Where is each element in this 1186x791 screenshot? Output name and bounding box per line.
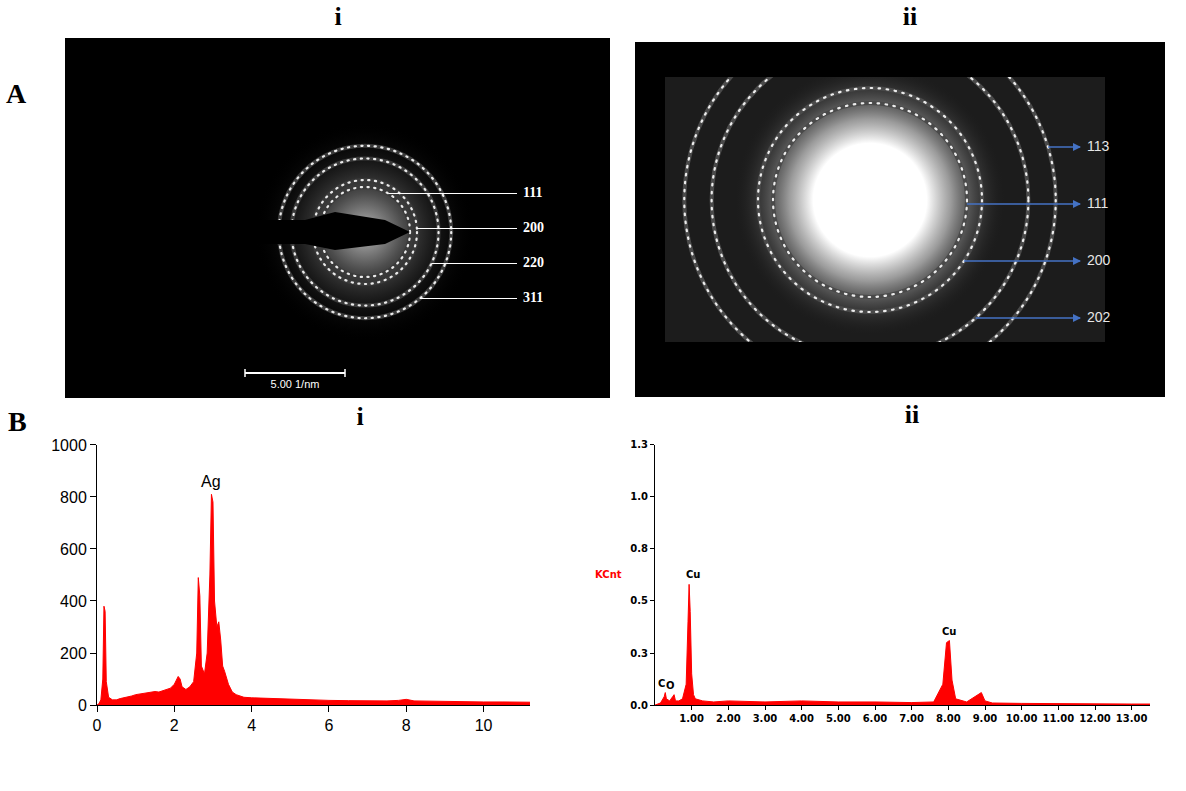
svg-text:0: 0 [93, 717, 102, 734]
svg-text:200: 200 [60, 645, 87, 662]
svg-text:202: 202 [1087, 309, 1111, 325]
html-text:B: B [8, 406, 27, 437]
svg-text:220: 220 [523, 255, 544, 270]
html-text:ii: ii [902, 2, 918, 31]
svg-text:8.00: 8.00 [936, 713, 961, 724]
html-text:i: i [356, 402, 364, 431]
svg-text:5.00: 5.00 [826, 713, 851, 724]
svg-text:2.00: 2.00 [716, 713, 741, 724]
svg-text:2: 2 [170, 717, 179, 734]
svg-text:3.00: 3.00 [753, 713, 778, 724]
svg-text:Ag: Ag [201, 473, 221, 490]
html-text:i: i [334, 2, 342, 31]
svg-text:1.3: 1.3 [630, 439, 648, 450]
svg-text:400: 400 [60, 593, 87, 610]
svg-text:11.00: 11.00 [1043, 713, 1075, 724]
svg-text:111: 111 [523, 185, 542, 200]
svg-text:1.0: 1.0 [630, 491, 648, 502]
svg-text:KCnt: KCnt [595, 569, 622, 580]
svg-text:C: C [658, 678, 665, 689]
svg-text:113: 113 [1087, 138, 1110, 154]
svg-text:6.00: 6.00 [863, 713, 888, 724]
svg-text:1.00: 1.00 [679, 713, 704, 724]
svg-text:9.00: 9.00 [973, 713, 998, 724]
svg-text:10: 10 [475, 717, 493, 734]
svg-text:200: 200 [1087, 252, 1111, 268]
svg-text:7.00: 7.00 [899, 713, 924, 724]
svg-text:0.3: 0.3 [630, 648, 648, 659]
html-text:ii: ii [904, 400, 920, 429]
svg-text:Cu: Cu [686, 569, 700, 580]
svg-text:10.00: 10.00 [1006, 713, 1038, 724]
svg-text:4: 4 [247, 717, 256, 734]
svg-text:8: 8 [402, 717, 411, 734]
svg-text:200: 200 [523, 220, 544, 235]
html-text:A: A [6, 78, 27, 109]
svg-text:0: 0 [78, 697, 87, 714]
svg-text:13.00: 13.00 [1116, 713, 1148, 724]
svg-text:1000: 1000 [51, 436, 87, 453]
svg-text:Cu: Cu [942, 626, 956, 637]
svg-text:311: 311 [523, 290, 543, 305]
svg-text:0.8: 0.8 [630, 543, 648, 554]
svg-text:111: 111 [1087, 195, 1108, 211]
svg-text:12.00: 12.00 [1079, 713, 1111, 724]
svg-text:O: O [666, 680, 675, 691]
svg-text:600: 600 [60, 541, 87, 558]
svg-text:0.5: 0.5 [630, 595, 648, 606]
svg-text:0.0: 0.0 [630, 700, 648, 711]
svg-text:6: 6 [325, 717, 334, 734]
svg-text:800: 800 [60, 489, 87, 506]
svg-text:5.00 1/nm: 5.00 1/nm [271, 378, 320, 390]
svg-text:4.00: 4.00 [789, 713, 814, 724]
